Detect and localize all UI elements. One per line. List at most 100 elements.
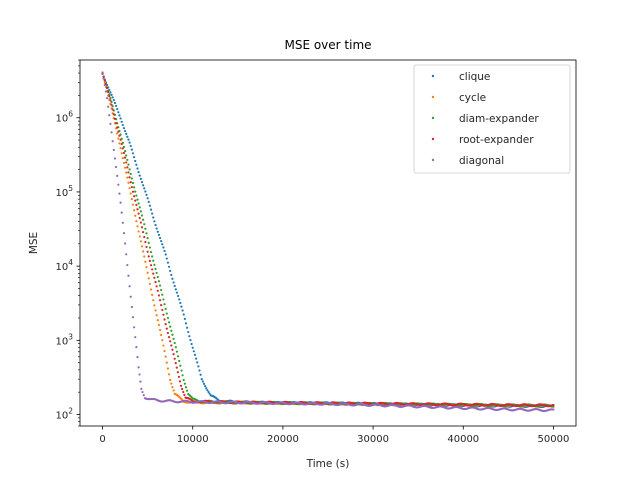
data-point [185, 326, 189, 329]
data-point [140, 245, 144, 248]
data-point [175, 291, 179, 294]
data-point [156, 289, 159, 292]
x-tick-label: 20000 [267, 434, 299, 445]
data-point [181, 309, 184, 312]
data-point [157, 233, 161, 236]
plot-area [101, 71, 555, 413]
data-point [163, 303, 166, 306]
data-point [142, 218, 145, 221]
data-point [147, 277, 150, 280]
data-point [130, 185, 133, 189]
data-point [153, 220, 156, 223]
data-point [111, 108, 114, 111]
data-point [151, 255, 154, 258]
data-point [172, 353, 175, 356]
data-point [180, 369, 183, 372]
data-point [170, 382, 173, 385]
data-point [130, 197, 133, 201]
data-point [111, 105, 114, 108]
data-point [134, 199, 137, 202]
data-point [133, 195, 136, 198]
data-point [120, 120, 123, 123]
data-point [201, 380, 204, 383]
data-point [127, 171, 130, 174]
data-point [189, 339, 192, 342]
data-point [160, 303, 163, 307]
data-point [181, 387, 184, 391]
data-point [185, 389, 189, 392]
data-point [173, 284, 176, 288]
data-point [178, 380, 182, 383]
data-point [157, 294, 161, 297]
data-point [109, 96, 112, 100]
data-point [123, 166, 127, 169]
data-point [125, 161, 128, 164]
data-point [182, 378, 185, 382]
data-point [127, 274, 130, 277]
data-point [119, 201, 122, 204]
data-point [138, 174, 141, 177]
data-point [165, 257, 168, 260]
data-point [169, 378, 172, 382]
data-point [160, 333, 163, 337]
data-point [178, 298, 181, 301]
data-point [138, 216, 141, 220]
data-point [154, 280, 157, 284]
data-point [155, 227, 158, 230]
data-point [143, 187, 146, 190]
data-point [110, 93, 113, 96]
data-point [137, 366, 140, 369]
data-point [121, 157, 124, 160]
x-tick-label: 50000 [538, 434, 570, 445]
x-tick-label: 10000 [177, 434, 209, 445]
data-point [171, 333, 174, 336]
data-point [149, 288, 153, 291]
data-point [138, 373, 141, 376]
data-point [182, 313, 185, 316]
data-point [139, 210, 142, 213]
data-point [110, 103, 113, 106]
data-point [130, 148, 133, 151]
data-point [131, 316, 135, 319]
data-point [134, 159, 137, 163]
data-point [176, 355, 180, 358]
data-point [105, 97, 109, 100]
data-point [552, 408, 555, 411]
data-point [191, 346, 194, 349]
data-point [151, 212, 154, 215]
data-point [183, 382, 186, 385]
data-point [126, 263, 129, 267]
data-point [136, 198, 139, 201]
data-point [108, 114, 111, 117]
data-point [133, 326, 136, 329]
data-point [161, 339, 164, 342]
data-point [166, 367, 170, 370]
data-point [107, 90, 110, 94]
data-point [117, 130, 120, 133]
data-point [164, 323, 167, 326]
data-point [155, 285, 158, 288]
data-point [126, 158, 129, 162]
data-point [140, 214, 144, 217]
data-point [122, 127, 126, 130]
data-point [139, 240, 142, 243]
data-point [134, 190, 137, 193]
data-point [137, 202, 140, 205]
y-tick-label: 106 [55, 110, 73, 125]
data-point [149, 264, 153, 267]
legend-marker [431, 95, 435, 99]
data-point [147, 255, 150, 258]
data-point [158, 236, 162, 240]
data-point [167, 265, 171, 268]
data-point [138, 235, 141, 238]
data-point [117, 137, 120, 140]
data-point [133, 209, 136, 212]
data-point [163, 249, 166, 253]
data-point [154, 309, 157, 312]
data-point [196, 361, 199, 364]
data-point [108, 93, 111, 96]
data-point [167, 321, 171, 324]
data-point [120, 152, 123, 155]
data-point [122, 232, 126, 235]
data-point [162, 298, 165, 301]
